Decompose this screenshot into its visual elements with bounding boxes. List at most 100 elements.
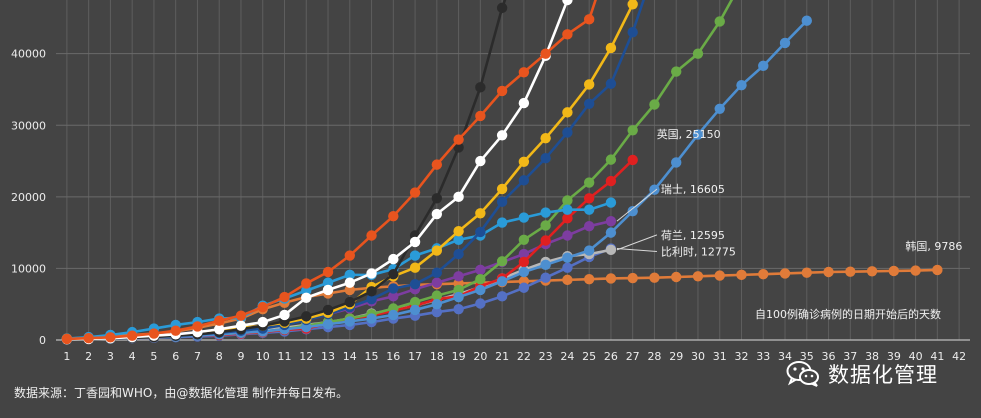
- data-point: [518, 156, 530, 167]
- data-point: [692, 48, 704, 59]
- data-point: [888, 265, 900, 277]
- label-leader-line: [616, 248, 657, 253]
- data-point: [475, 155, 486, 167]
- x-tick-label: 26: [604, 350, 618, 363]
- data-point: [475, 110, 486, 122]
- data-point: [518, 97, 530, 109]
- data-point: [562, 274, 573, 286]
- data-point: [627, 27, 638, 38]
- data-point: [279, 291, 290, 303]
- data-point: [409, 236, 421, 248]
- data-point: [453, 226, 464, 237]
- x-tick-label: 30: [691, 350, 705, 363]
- data-point: [453, 284, 464, 296]
- data-point: [83, 333, 94, 344]
- x-tick-label: 1: [63, 350, 70, 363]
- data-point: [388, 291, 399, 302]
- x-tick-label: 42: [952, 350, 966, 363]
- data-point: [540, 235, 551, 246]
- x-tick-label: 24: [560, 350, 574, 363]
- data-point: [562, 252, 573, 263]
- data-point: [453, 142, 464, 153]
- data-point: [257, 316, 268, 328]
- x-tick-label: 34: [778, 350, 792, 363]
- data-point: [344, 250, 355, 261]
- data-point: [758, 60, 769, 72]
- data-point: [431, 299, 443, 310]
- data-point: [322, 319, 334, 330]
- x-tick-label: 5: [150, 350, 157, 363]
- data-point: [649, 272, 660, 283]
- data-point: [518, 212, 530, 223]
- data-point: [518, 256, 530, 268]
- data-point: [431, 277, 443, 288]
- data-point: [562, 29, 573, 40]
- data-point: [388, 268, 399, 280]
- x-tick-label: 20: [473, 350, 487, 363]
- data-point: [366, 230, 377, 241]
- data-point: [257, 301, 268, 313]
- series-line: [66, 0, 597, 341]
- x-axis-ticks: 1 2 3 4 5 6 7 8 9 10 11 12 13 14 15 16 17 18 19 20 21 22 23 24 2…: [63, 350, 966, 363]
- label-leader-line: [616, 188, 658, 222]
- wechat-icon: [786, 361, 819, 387]
- data-point: [627, 125, 638, 136]
- x-tick-label: 32: [735, 350, 749, 363]
- data-point: [366, 313, 377, 324]
- x-tick-label: 40: [909, 350, 923, 363]
- data-point: [736, 79, 747, 91]
- data-point: [61, 333, 73, 345]
- y-tick-label: 0: [39, 334, 46, 347]
- x-tick-label: 37: [843, 350, 857, 363]
- x-tick-label: 38: [865, 350, 879, 363]
- data-point: [344, 296, 355, 308]
- x-tick-label: 17: [408, 350, 422, 363]
- data-point: [671, 271, 682, 283]
- data-label: 韩国, 9786: [905, 239, 962, 253]
- watermark: 数据化管理: [786, 356, 938, 392]
- data-point: [409, 278, 421, 290]
- data-point: [518, 175, 530, 186]
- data-point: [910, 265, 921, 276]
- data-point: [344, 316, 355, 327]
- data-point: [627, 272, 638, 284]
- data-point: [322, 304, 334, 316]
- data-point: [627, 205, 638, 217]
- x-tick-label: 27: [626, 350, 640, 363]
- data-label: 比利时, 12775: [661, 246, 736, 259]
- data-point: [453, 134, 464, 145]
- data-point: [562, 230, 573, 241]
- series-0: [61, 0, 597, 345]
- x-axis-annotation: 自100例确诊病例的日期开始后的天数: [755, 307, 941, 321]
- x-tick-label: 14: [343, 350, 357, 363]
- x-tick-label: 2: [85, 350, 92, 363]
- x-tick-label: 35: [800, 350, 814, 363]
- data-point: [475, 264, 486, 276]
- data-point: [540, 220, 551, 231]
- data-point: [518, 67, 530, 78]
- x-tick-label: 15: [365, 350, 379, 363]
- data-point: [605, 154, 617, 165]
- y-tick-label: 10000: [11, 262, 46, 275]
- data-point: [583, 245, 595, 256]
- data-point: [475, 298, 486, 309]
- data-point: [714, 16, 725, 27]
- data-point: [475, 284, 486, 296]
- data-point: [496, 256, 508, 267]
- data-point: [866, 266, 878, 277]
- data-label: 瑞士, 16605: [661, 182, 725, 196]
- data-point: [779, 268, 791, 279]
- data-point: [562, 127, 573, 138]
- data-point: [562, 204, 573, 215]
- data-point: [431, 267, 443, 278]
- series-lines: [61, 0, 943, 345]
- x-tick-label: 13: [321, 350, 335, 363]
- data-point: [214, 315, 225, 326]
- data-point: [540, 132, 551, 144]
- data-point: [583, 98, 595, 109]
- data-point: [453, 304, 464, 315]
- x-tick-label: 25: [582, 350, 596, 363]
- data-point: [409, 296, 421, 308]
- data-point: [540, 259, 551, 271]
- watermark-text: 数据化管理: [828, 363, 938, 387]
